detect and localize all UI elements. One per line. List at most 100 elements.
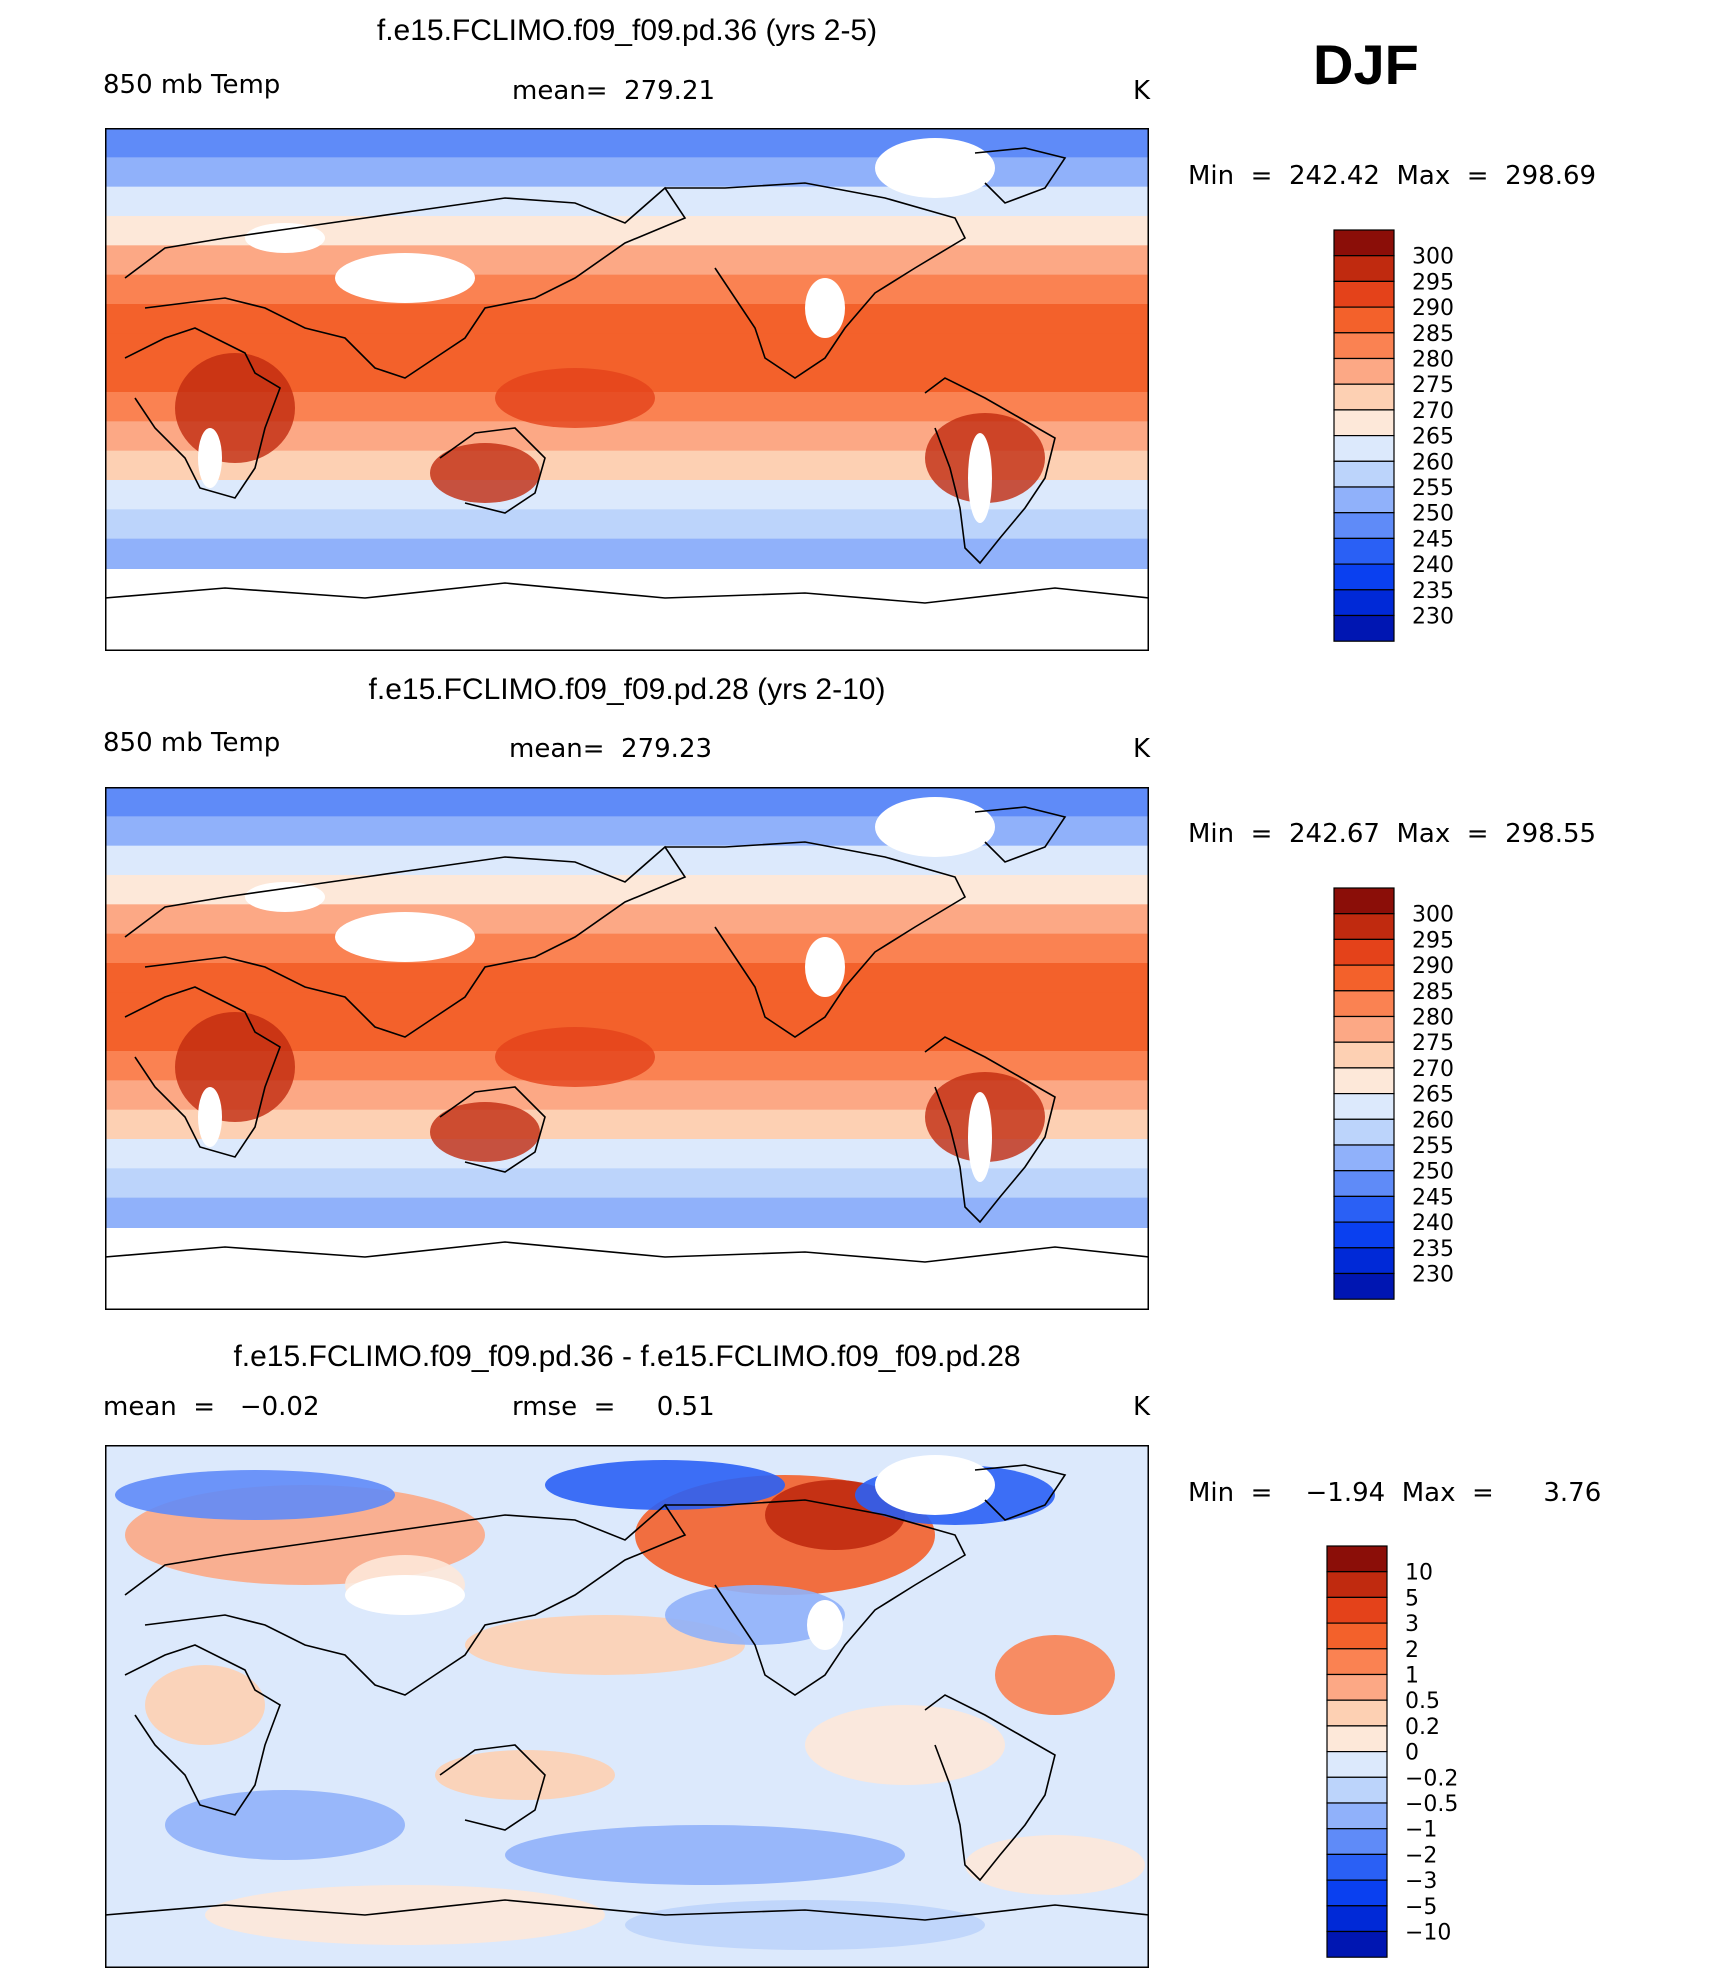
- map-1-coastline: [105, 582, 1149, 604]
- map-3-anomaly-region: [145, 1665, 265, 1745]
- colorbar-2-box: [1333, 1015, 1395, 1043]
- map-1-masked-terrain: [198, 428, 222, 488]
- colorbar-3-box: [1326, 1828, 1388, 1856]
- map-3-anomaly-region: [115, 1470, 395, 1520]
- colorbar-3-box: [1326, 1879, 1388, 1907]
- colorbar-3-box: [1326, 1596, 1388, 1624]
- colorbar-1-tick-label: 255: [1412, 476, 1454, 501]
- map-3-coastline: [924, 1694, 1056, 1882]
- colorbar-1-tick-label: 260: [1412, 450, 1454, 475]
- colorbar-1-tick-label: 270: [1412, 399, 1454, 424]
- colorbar-2-box: [1333, 1041, 1395, 1069]
- panel-2-map: [105, 787, 1149, 1310]
- map-3-coastline: [665, 1499, 967, 1696]
- map-1-warm-region: [495, 368, 655, 428]
- map-1-coastline: [439, 427, 546, 514]
- colorbar-3-box: [1326, 1545, 1388, 1573]
- colorbar-2-tick-label: 270: [1412, 1057, 1454, 1082]
- colorbar-3-tick-label: 1: [1405, 1664, 1419, 1689]
- map-1-band: [105, 186, 1149, 217]
- colorbar-3-tick-label: −3: [1405, 1869, 1437, 1894]
- colorbar-1-box: [1333, 563, 1395, 591]
- map-1-coastline: [124, 327, 281, 499]
- panel-3-min-max: Min = −1.94 Max = 3.76: [1188, 1478, 1602, 1508]
- map-1-warm-region: [430, 443, 540, 503]
- colorbar-1-box: [1333, 306, 1395, 334]
- colorbar-1-tick-label: 295: [1412, 270, 1454, 295]
- colorbar-3-box: [1326, 1802, 1388, 1830]
- map-1-band: [105, 304, 1149, 335]
- colorbar-2-box: [1333, 1272, 1395, 1300]
- map-2-coastline: [974, 806, 1067, 863]
- colorbar-1-box: [1333, 357, 1395, 385]
- colorbar-2-tick-label: 265: [1412, 1083, 1454, 1108]
- colorbar-3-tick-label: 2: [1405, 1638, 1419, 1663]
- map-3-anomaly-region: [465, 1615, 745, 1675]
- map-2-coastline: [124, 845, 687, 1038]
- colorbar-1-box: [1333, 229, 1395, 257]
- map-3-coastline: [105, 1899, 1149, 1921]
- map-1-antarctic-mask: [105, 598, 1149, 651]
- colorbar-2-box: [1333, 1093, 1395, 1120]
- colorbar-3-box: [1326, 1776, 1388, 1804]
- panel-3-units-label: K: [1133, 1392, 1151, 1422]
- colorbar-3-tick-label: −1: [1405, 1818, 1437, 1843]
- colorbar-3-tick-label: −10: [1405, 1921, 1451, 1946]
- colorbar-2-box: [1333, 964, 1395, 992]
- panel-2-colorbar: 3002952902852802752702652602552502452402…: [1333, 887, 1454, 1300]
- map-1-band: [105, 274, 1149, 305]
- map-2-masked-terrain: [805, 937, 845, 997]
- map-3-anomaly-region: [995, 1635, 1115, 1715]
- season-label: DJF: [1313, 33, 1419, 96]
- map-2-antarctic-mask: [105, 1257, 1149, 1310]
- colorbar-1-tick-label: 235: [1412, 579, 1454, 604]
- map-2-coastline: [665, 841, 967, 1038]
- colorbar-3-tick-label: −5: [1405, 1895, 1437, 1920]
- map-2-warm-region: [430, 1102, 540, 1162]
- map-3-coastline: [124, 1644, 281, 1816]
- colorbar-2-tick-label: 290: [1412, 954, 1454, 979]
- colorbar-1-box: [1333, 486, 1395, 514]
- panel-3-rmse-label: rmse = 0.51: [512, 1392, 715, 1422]
- map-2-masked-terrain: [198, 1087, 222, 1147]
- colorbar-2-box: [1333, 938, 1395, 966]
- map-3-anomaly-region: [805, 1705, 1005, 1785]
- map-3-masked-terrain: [807, 1600, 843, 1650]
- map-2-band: [105, 1168, 1149, 1199]
- colorbar-1-tick-label: 230: [1412, 605, 1454, 630]
- colorbar-2-box: [1333, 1144, 1395, 1172]
- colorbar-2-box: [1333, 1247, 1395, 1275]
- panel-1-colorbar: 3002952902852802752702652602552502452402…: [1333, 229, 1454, 642]
- map-1-masked-terrain: [875, 138, 995, 198]
- panel-2-min-max: Min = 242.67 Max = 298.55: [1188, 819, 1597, 849]
- panel-1-map: [105, 128, 1149, 651]
- colorbar-3-tick-label: 0: [1405, 1741, 1419, 1766]
- map-1-masked-terrain: [805, 278, 845, 338]
- map-2-warm-region: [175, 1012, 295, 1122]
- panel-1-title: f.e15.FCLIMO.f09_f09.pd.36 (yrs 2-5): [376, 14, 878, 47]
- map-3-masked-terrain: [875, 1455, 995, 1515]
- map-3-coastline: [439, 1744, 546, 1831]
- colorbar-1-box: [1333, 614, 1395, 642]
- map-2-coastline: [105, 1241, 1149, 1263]
- colorbar-3-tick-label: 5: [1405, 1586, 1419, 1611]
- map-1-masked-terrain: [245, 223, 325, 253]
- colorbar-1-box: [1333, 512, 1395, 540]
- map-3-coastline: [124, 1503, 687, 1696]
- map-2-warm-region: [495, 1027, 655, 1087]
- map-3-anomaly-region: [965, 1835, 1145, 1895]
- colorbar-1-box: [1333, 537, 1395, 565]
- panel-2-title: f.e15.FCLIMO.f09_f09.pd.28 (yrs 2-10): [368, 673, 886, 706]
- colorbar-2-box: [1333, 1067, 1395, 1095]
- map-1-band: [105, 509, 1149, 540]
- panel-1-mean-label: mean= 279.21: [512, 76, 716, 106]
- colorbar-1-tick-label: 265: [1412, 425, 1454, 450]
- colorbar-1-box: [1333, 589, 1395, 617]
- map-3-anomaly-region: [205, 1885, 605, 1945]
- map-3-anomaly-region: [625, 1900, 985, 1950]
- colorbar-3-box: [1326, 1673, 1388, 1701]
- colorbar-2-tick-label: 300: [1412, 903, 1454, 928]
- colorbar-3-box: [1326, 1853, 1388, 1881]
- colorbar-2-tick-label: 240: [1412, 1211, 1454, 1236]
